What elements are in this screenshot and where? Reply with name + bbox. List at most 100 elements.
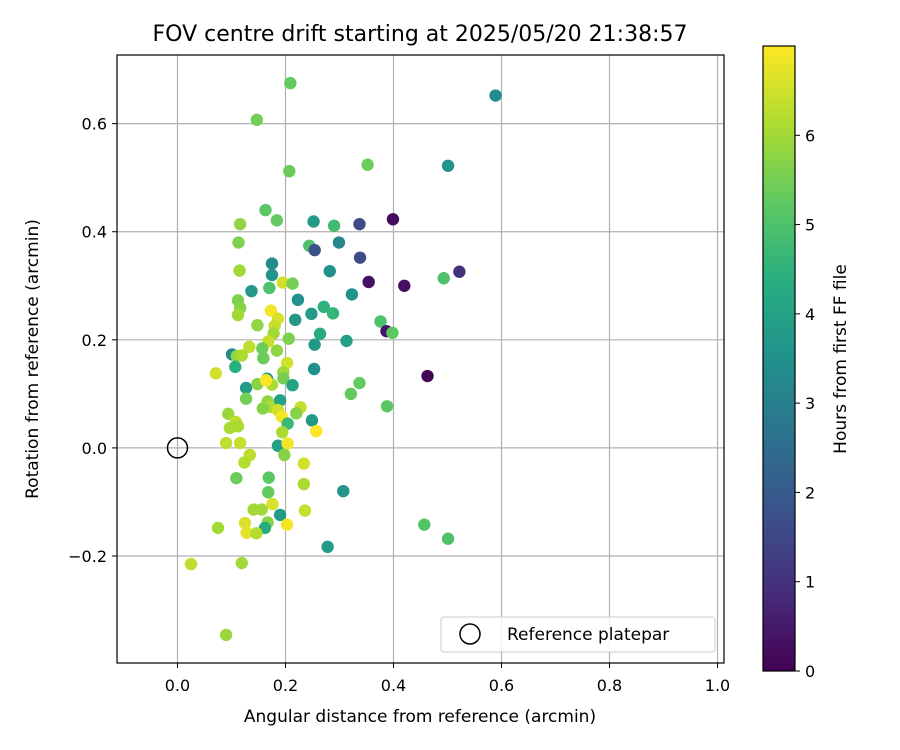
data-point — [291, 293, 305, 307]
data-point — [271, 439, 285, 452]
x-tick-label: 0.0 — [165, 676, 190, 695]
data-point — [286, 277, 299, 290]
data-point — [211, 521, 225, 535]
data-point — [282, 332, 295, 345]
y-tick-label: 0.6 — [82, 115, 107, 134]
data-point — [340, 334, 353, 348]
data-point — [219, 436, 233, 450]
x-tick-label: 0.2 — [273, 676, 298, 695]
y-tick-label: 0.0 — [82, 439, 107, 458]
data-point — [231, 420, 245, 433]
data-point — [256, 402, 270, 415]
y-axis-ticks: −0.2 0.0 0.2 0.4 0.6 — [68, 115, 117, 566]
data-point — [308, 338, 321, 351]
colorbar-gradient — [762, 45, 796, 672]
data-point — [251, 319, 264, 332]
colorbar-tick-label: 4 — [805, 305, 815, 324]
data-point — [238, 456, 251, 469]
data-point — [273, 394, 287, 407]
data-point — [305, 414, 319, 427]
data-point — [262, 471, 275, 484]
y-tick-label: 0.2 — [82, 331, 107, 350]
data-point — [290, 407, 303, 420]
data-point — [259, 374, 273, 387]
colorbar-tick-label: 2 — [805, 483, 815, 502]
data-point — [307, 215, 320, 228]
data-point — [266, 497, 279, 511]
data-point — [250, 527, 263, 540]
data-point — [263, 281, 276, 295]
y-tick-label: 0.4 — [82, 223, 107, 242]
data-point — [327, 219, 341, 232]
data-point — [278, 448, 291, 462]
data-point — [235, 556, 248, 570]
data-point — [262, 486, 275, 499]
data-point — [233, 217, 247, 231]
data-point — [297, 477, 311, 491]
data-point — [277, 371, 290, 385]
data-point — [310, 424, 323, 438]
x-axis-ticks: 0.0 0.2 0.4 0.6 0.8 1.0 — [165, 663, 730, 695]
data-point — [297, 457, 311, 470]
data-point — [305, 307, 318, 321]
data-point — [421, 369, 434, 383]
data-point — [273, 508, 287, 522]
data-point — [264, 304, 278, 317]
data-point — [380, 400, 394, 413]
data-point — [418, 518, 431, 531]
x-tick-label: 1.0 — [705, 676, 730, 695]
data-point — [239, 392, 253, 405]
data-point — [398, 279, 411, 292]
data-point — [239, 381, 253, 395]
data-point — [353, 217, 366, 231]
chart-title: FOV centre drift starting at 2025/05/20 … — [153, 22, 688, 47]
x-tick-label: 0.6 — [489, 676, 514, 695]
colorbar-ticks: 0 1 2 3 4 5 6 — [795, 126, 815, 681]
colorbar-tick-label: 0 — [805, 662, 815, 681]
data-point — [326, 307, 340, 320]
data-point — [437, 272, 450, 285]
data-point — [289, 313, 302, 327]
data-point — [256, 342, 269, 355]
data-point — [233, 436, 247, 450]
data-point — [276, 276, 289, 289]
data-point — [233, 264, 246, 277]
colorbar: 0 1 2 3 4 5 6 Hours from first FF file — [762, 45, 851, 681]
data-points — [166, 76, 502, 642]
x-tick-label: 0.4 — [381, 676, 406, 695]
data-point — [308, 243, 321, 257]
plot-frame — [116, 54, 725, 664]
data-point — [219, 628, 233, 642]
colorbar-tick-label: 1 — [805, 573, 815, 592]
y-tick-label: −0.2 — [68, 547, 107, 566]
colorbar-label: Hours from first FF file — [831, 264, 851, 454]
data-point — [386, 326, 399, 339]
data-point — [361, 158, 374, 171]
data-point — [286, 379, 299, 392]
data-point — [270, 214, 284, 227]
data-point — [250, 113, 264, 127]
data-point — [265, 268, 279, 282]
data-point — [345, 288, 359, 301]
data-point — [243, 340, 256, 354]
data-point — [344, 387, 358, 401]
data-point — [353, 251, 367, 264]
colorbar-tick-label: 6 — [805, 126, 815, 145]
x-tick-label: 0.8 — [597, 676, 622, 695]
data-point — [386, 213, 400, 226]
data-point — [222, 407, 235, 421]
data-point — [323, 264, 336, 278]
data-point — [265, 257, 279, 270]
legend: Reference platepar — [440, 616, 716, 653]
data-point — [313, 327, 327, 341]
data-point — [298, 504, 312, 517]
legend-box — [440, 616, 716, 653]
colorbar-tick-label: 5 — [805, 216, 815, 235]
data-point — [321, 540, 334, 554]
data-point — [362, 275, 375, 289]
data-point — [257, 351, 270, 365]
data-point — [184, 557, 198, 571]
data-point — [283, 164, 296, 178]
data-point — [235, 349, 248, 362]
data-point — [245, 284, 258, 298]
